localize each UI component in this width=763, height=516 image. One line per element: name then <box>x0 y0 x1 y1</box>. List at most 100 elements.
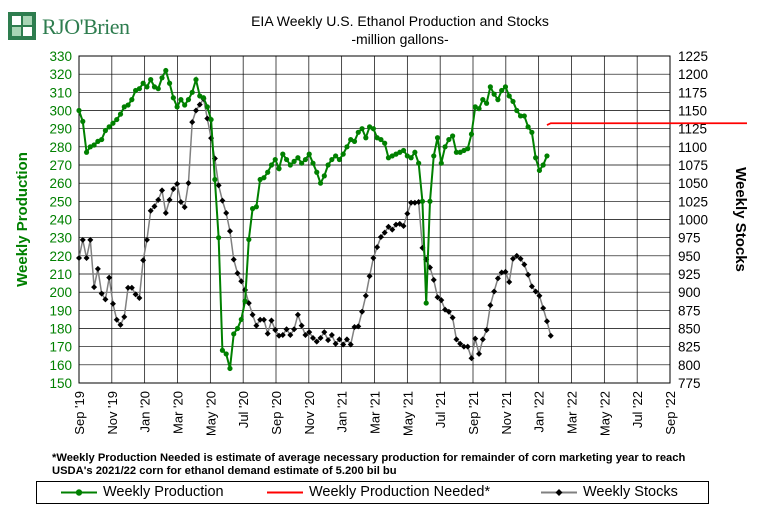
y-tick-right-12: 1075 <box>678 158 708 173</box>
production-point-73 <box>351 138 358 144</box>
stocks-point-109 <box>487 302 494 309</box>
stocks-point-118 <box>521 261 528 268</box>
stocks-point-52 <box>272 326 279 333</box>
production-point-36 <box>212 176 218 183</box>
stocks-point-24 <box>166 196 173 203</box>
production-point-75 <box>359 126 365 132</box>
production-point-10 <box>114 116 120 123</box>
stocks-point-6 <box>98 290 105 297</box>
production-point-24 <box>166 80 173 86</box>
stocks-point-119 <box>525 271 532 278</box>
stocks-point-95 <box>434 294 441 301</box>
stocks-point-22 <box>159 187 166 194</box>
chart-title: EIA Weekly U.S. Ethanol Production and S… <box>251 13 549 29</box>
production-point-9 <box>110 120 116 126</box>
stocks-point-65 <box>321 329 328 336</box>
stocks-point-13 <box>125 284 132 291</box>
production-point-104 <box>468 131 475 137</box>
production-point-29 <box>185 97 192 103</box>
stocks-point-14 <box>128 284 135 291</box>
y-tick-left-13: 280 <box>49 140 72 155</box>
production-point-28 <box>182 102 188 108</box>
stocks-point-41 <box>230 256 237 263</box>
stocks-point-19 <box>147 207 154 214</box>
production-point-99 <box>450 133 456 139</box>
production-point-47 <box>253 204 259 210</box>
y-tick-right-10: 1025 <box>678 194 708 209</box>
stocks-point-0 <box>76 255 82 262</box>
y-tick-right-11: 1050 <box>678 176 708 191</box>
stocks-point-124 <box>543 318 550 325</box>
stocks-point-63 <box>313 338 320 345</box>
stocks-point-23 <box>162 209 169 216</box>
production-point-0 <box>76 107 82 114</box>
x-tick-label-1: Nov '19 <box>105 391 120 435</box>
stocks-point-99 <box>449 314 456 321</box>
x-tick-label-0: Sep '19 <box>72 391 87 435</box>
production-point-13 <box>125 102 131 108</box>
stocks-point-54 <box>279 332 286 339</box>
stocks-point-79 <box>374 244 381 251</box>
y-tick-right-16: 1175 <box>678 85 707 100</box>
stocks-point-55 <box>283 326 290 333</box>
production-point-17 <box>140 80 146 86</box>
stocks-point-66 <box>325 337 332 344</box>
y-tick-right-6: 925 <box>678 267 701 282</box>
y-tick-right-1: 800 <box>678 358 701 373</box>
stocks-point-89 <box>411 199 418 206</box>
production-point-95 <box>434 135 441 141</box>
stocks-point-10 <box>113 316 120 323</box>
stocks-point-15 <box>132 291 139 298</box>
stocks-point-46 <box>249 311 256 318</box>
stocks-point-111 <box>494 275 501 282</box>
production-point-89 <box>412 149 418 155</box>
production-point-106 <box>476 106 482 112</box>
y-tick-left-11: 260 <box>49 176 72 191</box>
logo-text: RJO'Brien <box>42 14 130 39</box>
company-logo: RJO'Brien <box>8 10 158 44</box>
production-point-98 <box>446 136 452 143</box>
production-point-64 <box>317 180 324 186</box>
y-tick-left-16: 310 <box>49 85 72 100</box>
stocks-point-60 <box>302 332 309 339</box>
stocks-point-116 <box>513 252 520 259</box>
production-point-31 <box>193 77 199 83</box>
footnote-line-1: *Weekly Production Needed is estimate of… <box>52 452 686 464</box>
stocks-point-49 <box>260 316 267 323</box>
y-tick-right-0: 775 <box>678 376 701 391</box>
stocks-point-7 <box>102 296 109 303</box>
stocks-point-5 <box>94 265 101 272</box>
stocks-point-121 <box>532 288 539 295</box>
y-tick-right-14: 1125 <box>678 122 707 137</box>
stocks-point-96 <box>438 297 445 304</box>
chart-title-block: EIA Weekly U.S. Ethanol Production and S… <box>190 12 610 48</box>
stocks-point-32 <box>196 101 203 108</box>
production-point-61 <box>306 151 312 157</box>
stocks-point-43 <box>238 278 245 285</box>
stocks-point-120 <box>528 283 535 290</box>
stocks-point-47 <box>253 322 260 329</box>
stocks-point-16 <box>136 294 143 301</box>
y-tick-right-3: 850 <box>678 322 701 337</box>
production-point-53 <box>276 166 282 172</box>
x-tick-label-13: Nov '21 <box>499 391 514 435</box>
production-point-86 <box>400 147 407 154</box>
chart-subtitle: -million gallons- <box>351 31 449 47</box>
production-point-122 <box>536 167 543 174</box>
stocks-point-64 <box>317 334 324 341</box>
y-tick-right-4: 875 <box>678 303 701 318</box>
stocks-point-17 <box>140 257 147 264</box>
production-point-50 <box>265 169 271 175</box>
production-point-27 <box>178 97 184 103</box>
stocks-point-8 <box>106 274 113 281</box>
stocks-point-103 <box>464 343 471 350</box>
stocks-point-68 <box>332 340 339 347</box>
stocks-point-106 <box>476 350 483 357</box>
production-point-116 <box>514 107 520 114</box>
y-tick-left-0: 150 <box>49 376 72 391</box>
production-point-96 <box>438 160 444 166</box>
stocks-point-30 <box>189 119 196 126</box>
legend-item-production: Weekly Production <box>59 482 279 503</box>
production-point-14 <box>129 97 135 103</box>
